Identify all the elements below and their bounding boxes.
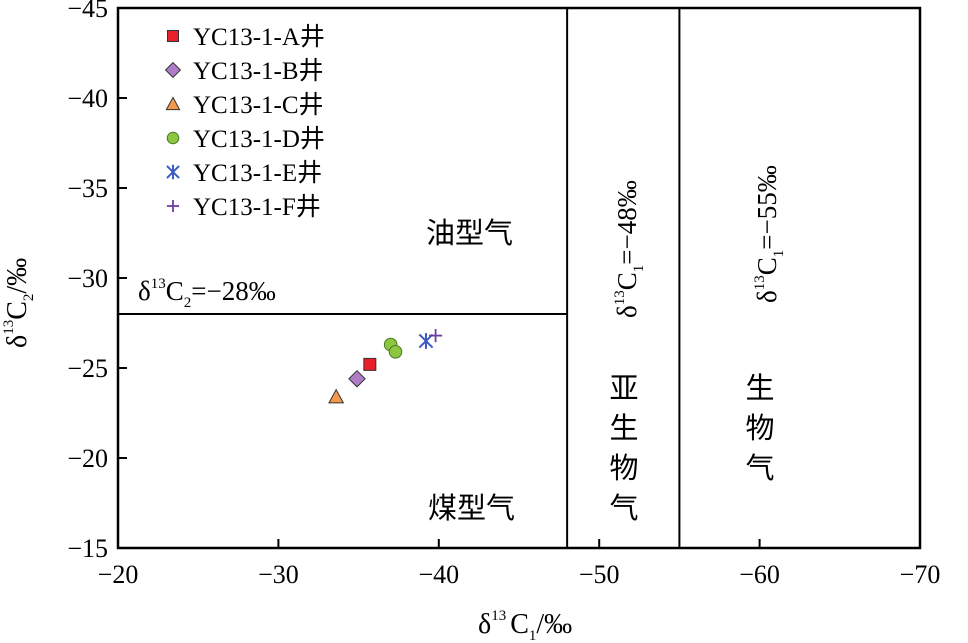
- line-label-c1-48-sub: 1: [631, 265, 647, 273]
- x-tick-label: −70: [900, 560, 941, 589]
- y-tick-label: −25: [67, 354, 108, 383]
- x-axis-title-sub: 1: [529, 628, 537, 643]
- region-char: 亚: [609, 373, 638, 405]
- region-oil-gas-label: 油型气: [426, 217, 513, 250]
- line-label-c1-55: δ13C1=−55‰: [752, 165, 787, 303]
- y-axis-title-sup: 13: [1, 320, 17, 335]
- reference-lines: [118, 8, 681, 548]
- line-label-c1-55-sub: 1: [771, 250, 787, 258]
- region-char: 生: [609, 412, 638, 445]
- y-axis-title-main: C: [2, 301, 33, 320]
- line-label-c2-28-sub: 2: [184, 295, 192, 311]
- markers: [328, 329, 443, 404]
- line-label-c1-55-sup: 13: [752, 275, 768, 290]
- legend-label: YC13-1-E井: [193, 159, 322, 187]
- line-label-c2-28-delta: δ: [138, 276, 151, 306]
- data-point-asterisk: [418, 333, 434, 349]
- x-axis-title-sup: 13: [491, 608, 506, 624]
- data-point-diamond: [348, 369, 366, 388]
- line-label-c1-55-delta: δ: [752, 290, 782, 303]
- region-char: 物: [745, 412, 774, 445]
- data-point-square: [363, 357, 377, 371]
- x-tick-label: −20: [98, 560, 139, 589]
- x-axis-title-main: C: [510, 609, 529, 640]
- y-axis-title-unit: /‰: [2, 258, 33, 294]
- legend-label: YC13-1-C井: [193, 91, 324, 119]
- legend-label: YC13-1-F井: [193, 193, 321, 221]
- region-char: 物: [609, 452, 638, 485]
- region-char: 气: [609, 492, 638, 525]
- y-tick-label: −40: [67, 84, 108, 113]
- data-point-triangle: [328, 388, 345, 404]
- legend-label: YC13-1-D井: [193, 125, 325, 153]
- x-tick-label: −50: [579, 560, 620, 589]
- line-label-c2-28-eq: =−28‰: [191, 276, 275, 306]
- x-axis-title-unit: /‰: [536, 609, 572, 640]
- line-label-c2-28-sup: 13: [151, 276, 166, 292]
- y-tick-label: −20: [67, 444, 108, 473]
- x-tick-label: −60: [739, 560, 780, 589]
- legend-marker-diamond: [164, 61, 182, 79]
- y-tick-label: −15: [67, 534, 108, 563]
- legend-marker-circle: [166, 131, 180, 145]
- region-coal-gas-label: 煤型气: [428, 492, 515, 525]
- legend-marker-plus: [166, 199, 180, 213]
- x-tick-label: −30: [258, 560, 299, 589]
- data-point-plus: [428, 329, 443, 343]
- legend: YC13-1-A井 YC13-1-B井 YC13-1-C井 YC13-1-D井 YC13…: [164, 23, 325, 221]
- legend-marker-square: [167, 30, 179, 42]
- line-label-c1-55-main: C: [752, 257, 782, 275]
- x-tick-label: −40: [418, 560, 459, 589]
- legend-label: YC13-1-A井: [193, 23, 325, 51]
- legend-marker-triangle: [165, 96, 181, 111]
- line-label-c1-55-eq: =−55‰: [752, 165, 782, 249]
- legend-marker-asterisk: [166, 164, 180, 180]
- line-label-c1-48-delta: δ: [612, 305, 642, 318]
- line-label-c2-28: δ13C2=−28‰: [138, 276, 276, 311]
- y-tick-label: −45: [67, 0, 108, 23]
- y-tick-label: −30: [67, 264, 108, 293]
- x-axis-title: δ13 C1/‰: [478, 608, 572, 643]
- ticks: −20 −30 −40 −50 −60 −70−15−20−25−30−35−40−45: [67, 0, 940, 589]
- data-point-circle: [388, 345, 403, 359]
- line-label-c1-48-main: C: [612, 272, 642, 290]
- x-axis-title-delta: δ: [478, 609, 491, 640]
- line-label-c1-48-sup: 13: [612, 290, 628, 305]
- y-axis-title: δ13C2/‰: [1, 258, 37, 348]
- line-label-c1-48-eq: =−48‰: [612, 180, 642, 264]
- y-axis-title-sub: 2: [21, 294, 37, 302]
- y-tick-label: −35: [67, 174, 108, 203]
- line-label-c1-48: δ13C1=−48‰: [612, 180, 647, 318]
- y-axis-title-delta: δ: [2, 335, 33, 348]
- line-label-c2-28-main: C: [166, 276, 184, 306]
- legend-label: YC13-1-B井: [193, 57, 324, 85]
- region-char: 气: [745, 452, 774, 485]
- region-bio-gas-label: 生物气: [745, 372, 774, 485]
- region-char: 生: [745, 372, 774, 405]
